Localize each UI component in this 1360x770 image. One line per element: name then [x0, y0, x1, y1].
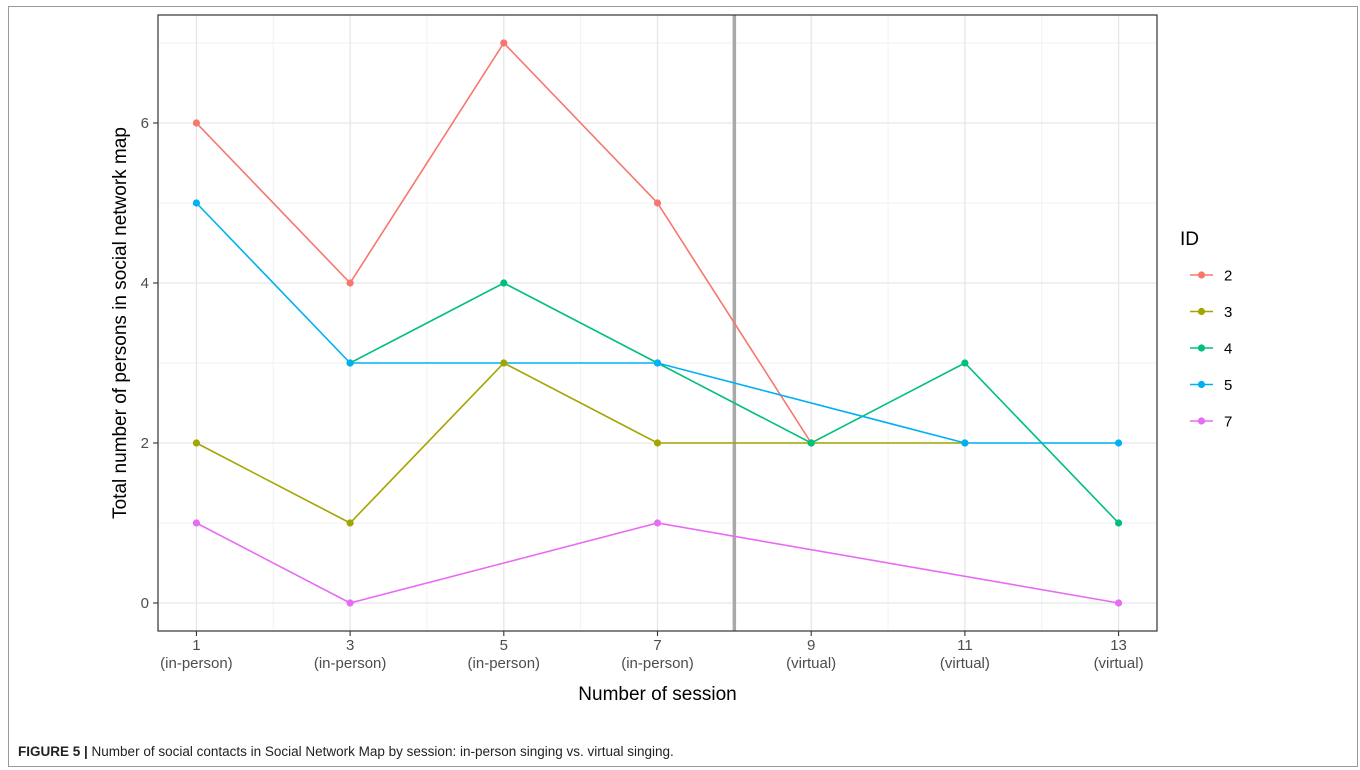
y-tick-label: 2 [141, 435, 149, 452]
x-tick-label: 13 [1110, 637, 1127, 654]
x-tick-label: (virtual) [1094, 655, 1144, 672]
x-tick-label: 7 [653, 637, 661, 654]
legend-key-point-id-2 [1197, 271, 1206, 279]
x-tick-label: 9 [807, 637, 815, 654]
data-point-id-4 [1114, 519, 1123, 527]
legend-label-id-4: 4 [1224, 341, 1232, 358]
data-point-id-7 [1114, 599, 1123, 607]
legend-key-point-id-7 [1197, 417, 1206, 425]
data-point-id-5 [192, 199, 201, 207]
data-point-id-2 [653, 199, 662, 207]
x-tick-label: 5 [500, 637, 508, 654]
legend-label-id-7: 7 [1224, 414, 1232, 431]
x-tick-label: (in-person) [314, 655, 387, 672]
series-line-id-4 [349, 282, 1120, 524]
data-point-id-7 [653, 519, 662, 527]
y-axis-title: Total number of persons in social networ… [110, 127, 131, 519]
legend-label-id-5: 5 [1224, 377, 1232, 394]
data-point-id-3 [192, 439, 201, 447]
caption-label: FIGURE 5 | [18, 744, 88, 759]
data-point-id-3 [653, 439, 662, 447]
data-point-id-4 [500, 279, 508, 287]
data-point-id-2 [346, 279, 354, 287]
data-point-id-7 [192, 519, 201, 527]
data-point-id-7 [346, 599, 354, 607]
grid-minor [158, 15, 1157, 631]
y-tick-label: 0 [141, 595, 149, 612]
legend-key-point-id-3 [1197, 307, 1206, 316]
series-line-id-7 [196, 522, 1119, 604]
data-point-id-2 [500, 39, 508, 47]
x-tick-label: (in-person) [160, 655, 233, 672]
legend-label-id-2: 2 [1224, 268, 1232, 285]
legend: ID 2 3 4 5 7 [1180, 229, 1232, 431]
x-tick-label: 11 [957, 637, 973, 654]
x-tick-label: (in-person) [621, 655, 694, 672]
legend-label-id-3: 3 [1224, 304, 1232, 321]
x-tick-label: 3 [346, 637, 354, 654]
figure-caption: FIGURE 5 | Number of social contacts in … [18, 744, 674, 759]
legend-key-point-id-4 [1197, 344, 1206, 352]
data-point-id-5 [653, 359, 662, 367]
series-layer [192, 39, 1123, 607]
series-line-id-3 [196, 362, 965, 524]
data-point-id-5 [346, 359, 354, 367]
x-tick-label: 1 [192, 637, 200, 654]
data-point-id-5 [961, 439, 969, 447]
data-point-id-4 [807, 439, 815, 447]
x-axis-title: Number of session [578, 684, 736, 705]
data-point-id-3 [346, 519, 354, 527]
x-tick-label: (in-person) [468, 655, 541, 672]
legend-title: ID [1180, 229, 1199, 250]
data-point-id-3 [500, 359, 508, 367]
axis-layer: 02461(in-person)3(in-person)5(in-person)… [141, 115, 1144, 672]
data-point-id-4 [961, 359, 969, 367]
line-chart: 02461(in-person)3(in-person)5(in-person)… [110, 14, 1232, 705]
caption-text: Number of social contacts in Social Netw… [87, 744, 674, 759]
data-point-id-2 [192, 119, 201, 127]
y-tick-label: 4 [141, 275, 149, 292]
grid-major [158, 15, 1157, 631]
y-tick-label: 6 [141, 115, 149, 132]
legend-key-point-id-5 [1197, 380, 1206, 389]
data-point-id-5 [1114, 439, 1123, 447]
x-tick-label: (virtual) [786, 655, 836, 672]
figure-frame [8, 6, 1358, 767]
x-tick-label: (virtual) [940, 655, 990, 672]
